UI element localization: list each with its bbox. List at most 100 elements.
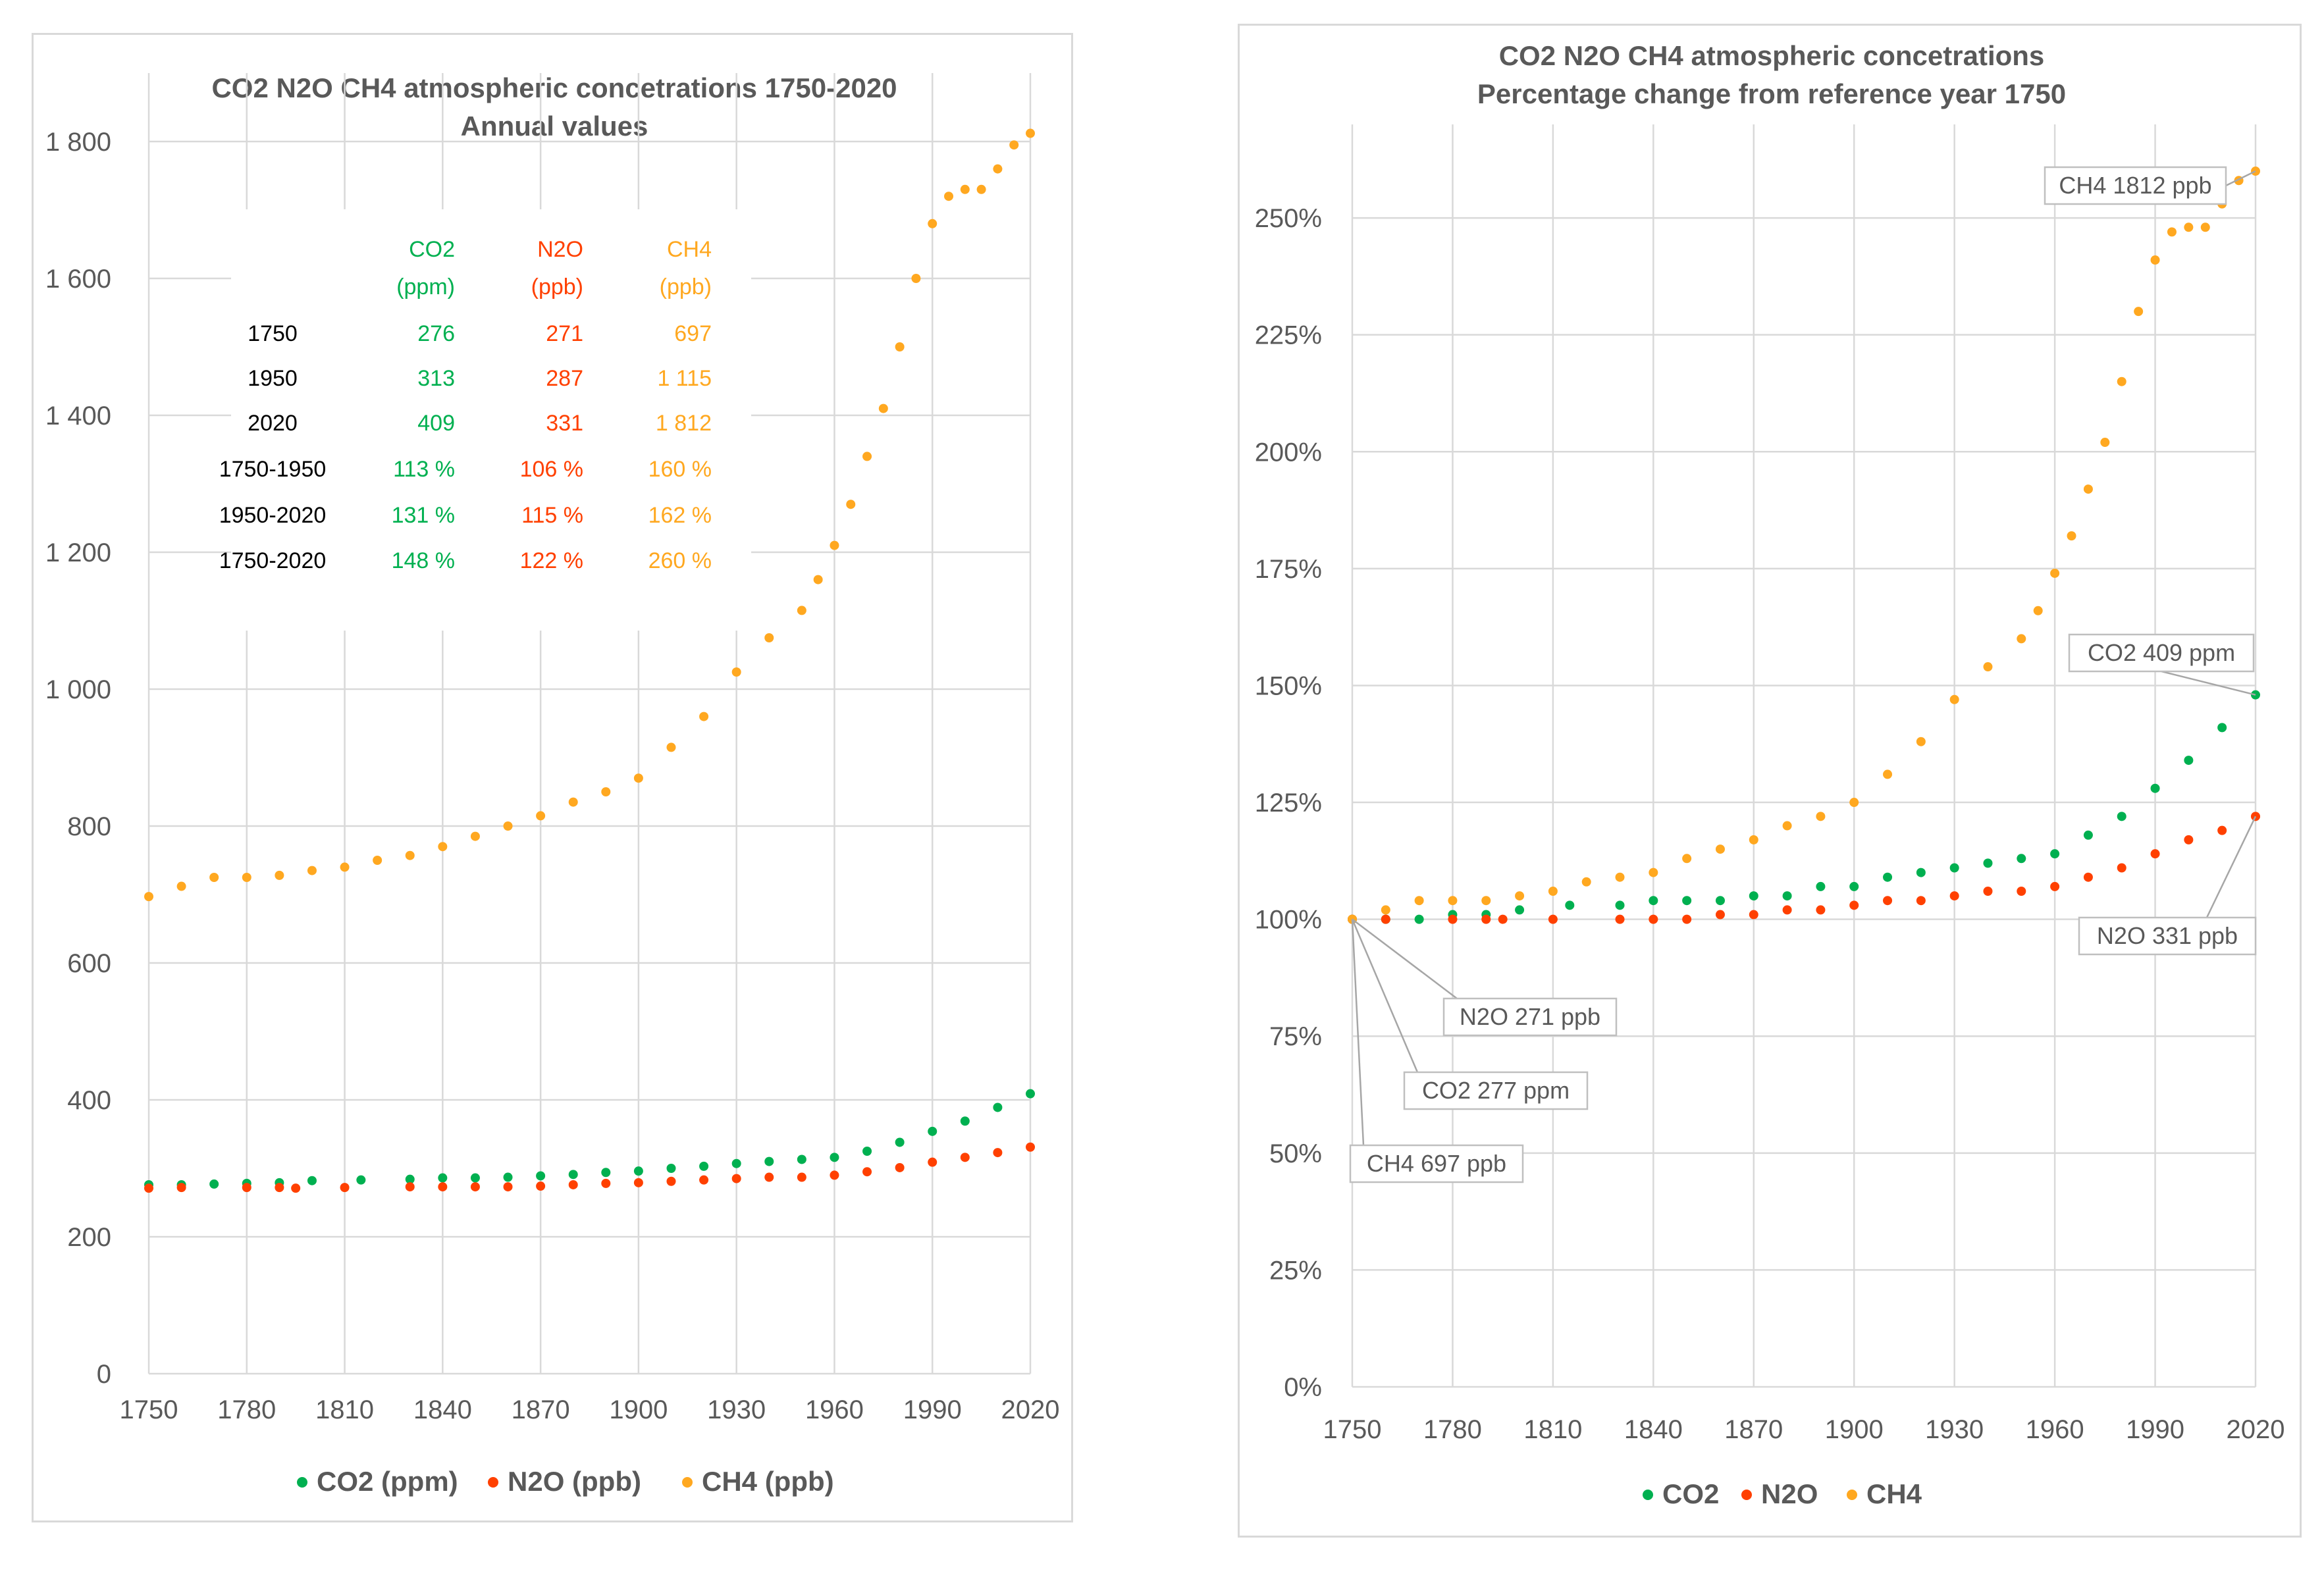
callout-leader-line bbox=[2225, 170, 2256, 187]
co2-data-point bbox=[1649, 896, 1658, 906]
co2-data-point bbox=[568, 1170, 578, 1180]
n2o-data-point bbox=[1983, 887, 1993, 896]
ch4-data-point bbox=[2100, 438, 2110, 448]
co2-data-point bbox=[1983, 858, 1993, 868]
ch4-data-point bbox=[1782, 821, 1792, 831]
legend-label-ch4: CH4 bbox=[1866, 1478, 1922, 1509]
table-cell-co2: 113 % bbox=[393, 457, 455, 482]
n2o-data-point bbox=[1715, 910, 1725, 920]
co2-data-point bbox=[470, 1173, 480, 1183]
ch4-data-point bbox=[1581, 877, 1591, 887]
n2o-data-point bbox=[731, 1174, 741, 1183]
n2o-data-point bbox=[536, 1181, 546, 1191]
n2o-data-point bbox=[275, 1183, 284, 1193]
y-tick-label: 0% bbox=[1284, 1373, 1322, 1402]
co2-data-point bbox=[666, 1164, 676, 1173]
x-tick-label: 1810 bbox=[315, 1395, 374, 1424]
co2-data-point bbox=[503, 1172, 513, 1182]
table-header-unit-n2o: (ppb) bbox=[531, 274, 583, 299]
co2-data-point bbox=[1515, 905, 1525, 915]
x-tick-label: 1990 bbox=[2126, 1415, 2184, 1444]
chart-subtitle: Annual values bbox=[461, 111, 648, 142]
n2o-data-point bbox=[2083, 872, 2093, 882]
table-header-n2o: N2O bbox=[537, 237, 583, 262]
x-tick-label: 1900 bbox=[1825, 1415, 1884, 1444]
n2o-data-point bbox=[2150, 849, 2160, 859]
ch4-data-point bbox=[830, 540, 839, 550]
co2-data-point bbox=[2050, 849, 2060, 859]
n2o-data-point bbox=[830, 1170, 839, 1180]
n2o-data-point bbox=[2117, 863, 2126, 873]
co2-data-point bbox=[699, 1161, 709, 1171]
x-tick-label: 1810 bbox=[1523, 1415, 1582, 1444]
callout-label: N2O 271 ppb bbox=[1460, 1003, 1600, 1030]
ch4-data-point bbox=[764, 633, 774, 642]
callout-box bbox=[2078, 916, 2257, 956]
callout-box bbox=[1349, 1144, 1524, 1183]
co2-data-point bbox=[438, 1173, 448, 1183]
ch4-data-point bbox=[275, 870, 284, 880]
co2-data-point bbox=[1949, 863, 1959, 873]
co2-data-point bbox=[2083, 830, 2093, 840]
n2o-data-point bbox=[1782, 905, 1792, 915]
legend-marker-n2o bbox=[488, 1477, 498, 1488]
y-tick-label: 600 bbox=[67, 949, 111, 978]
chart-annual-values: CO2 N2O CH4 atmospheric concetrations 17… bbox=[45, 72, 1060, 1497]
ch4-data-point bbox=[1949, 694, 1959, 704]
y-tick-label: 125% bbox=[1255, 789, 1322, 817]
y-tick-label: 1 800 bbox=[45, 128, 111, 157]
n2o-data-point bbox=[144, 1183, 153, 1193]
callout-leader-line bbox=[2161, 670, 2256, 696]
ch4-data-point bbox=[1548, 887, 1558, 896]
table-cell-ch4: 160 % bbox=[648, 457, 712, 482]
n2o-data-point bbox=[2050, 881, 2060, 891]
y-tick-label: 100% bbox=[1255, 906, 1322, 935]
n2o-data-point bbox=[176, 1183, 186, 1193]
n2o-data-point bbox=[1916, 896, 1926, 906]
co2-data-point bbox=[307, 1176, 317, 1185]
n2o-data-point bbox=[1949, 891, 1959, 901]
x-tick-label: 1900 bbox=[609, 1395, 668, 1424]
callout-label: N2O 331 ppb bbox=[2097, 922, 2238, 949]
ch4-data-point bbox=[2200, 222, 2210, 232]
ch4-data-point bbox=[2067, 531, 2076, 541]
co2-data-point bbox=[1414, 914, 1424, 924]
n2o-data-point bbox=[1816, 905, 1826, 915]
ch4-data-point bbox=[405, 850, 415, 860]
ch4-data-point bbox=[1849, 798, 1859, 808]
y-tick-label: 25% bbox=[1269, 1256, 1322, 1285]
x-tick-label: 1780 bbox=[1423, 1415, 1482, 1444]
co2-data-point bbox=[405, 1174, 415, 1184]
x-tick-label: 1840 bbox=[413, 1395, 472, 1424]
chart-panel-percentage-change: CO2 N2O CH4 atmospheric concetrations Pe… bbox=[1238, 24, 2302, 1538]
chart-panel-annual-values: CO2 N2O CH4 atmospheric concetrations 17… bbox=[32, 33, 1073, 1522]
ch4-data-point bbox=[470, 831, 480, 841]
n2o-data-point bbox=[1448, 914, 1458, 924]
legend-marker-n2o bbox=[1741, 1490, 1752, 1500]
co2-data-point bbox=[1849, 881, 1859, 891]
table-row-label: 1750 bbox=[248, 321, 298, 346]
y-tick-label: 0 bbox=[97, 1360, 111, 1389]
table-cell-ch4: 162 % bbox=[648, 503, 712, 528]
ch4-data-point bbox=[438, 842, 448, 852]
callout-leader-line bbox=[1351, 919, 1419, 1073]
x-tick-label: 1930 bbox=[707, 1395, 766, 1424]
legend: CO2 N2O CH4 bbox=[1643, 1478, 1922, 1509]
n2o-data-point bbox=[960, 1153, 970, 1162]
ch4-data-point bbox=[2167, 227, 2177, 237]
co2-data-point bbox=[862, 1147, 872, 1156]
table-cell-co2: 409 bbox=[417, 411, 455, 436]
ch4-data-point bbox=[1816, 812, 1826, 821]
n2o-data-point bbox=[1883, 896, 1893, 906]
n2o-data-point bbox=[438, 1182, 448, 1192]
table-header-co2: CO2 bbox=[409, 237, 455, 262]
chart-title: CO2 N2O CH4 atmospheric concetrations bbox=[1499, 40, 2045, 71]
table-cell-n2o: 271 bbox=[546, 321, 583, 346]
legend-marker-co2 bbox=[1643, 1490, 1653, 1500]
y-tick-label: 200% bbox=[1255, 438, 1322, 467]
table-row-label: 1750-2020 bbox=[219, 548, 327, 573]
ch4-data-point bbox=[928, 219, 938, 228]
chart-percentage-change: CO2 N2O CH4 atmospheric concetrations Pe… bbox=[1255, 40, 2285, 1509]
n2o-data-point bbox=[1849, 900, 1859, 910]
co2-data-point bbox=[928, 1126, 938, 1136]
